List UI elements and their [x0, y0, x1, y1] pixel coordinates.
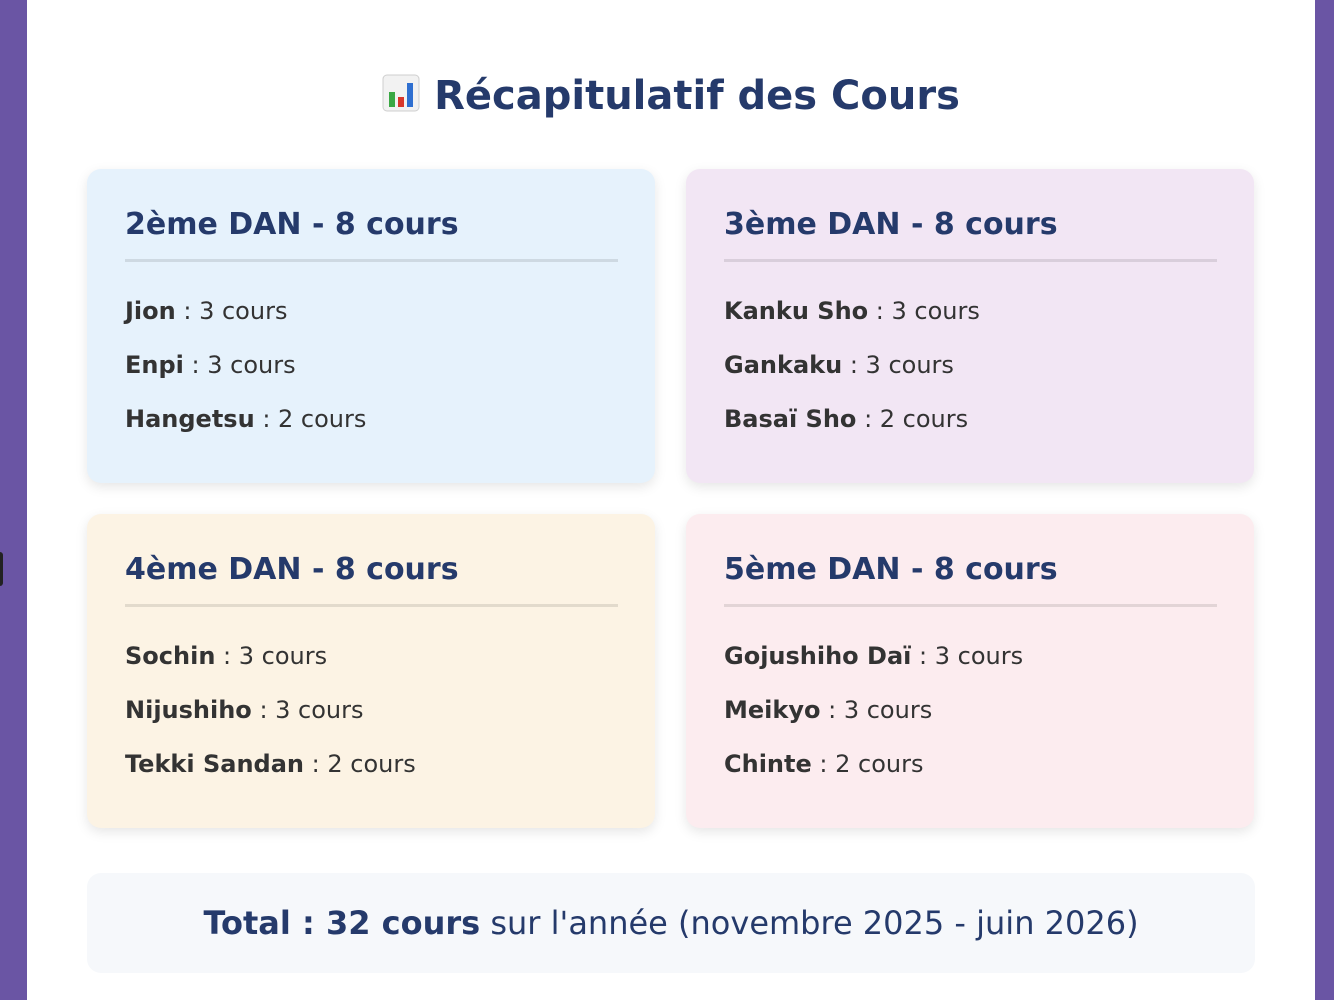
- kata-row: Enpi : 3 cours: [125, 338, 618, 392]
- kata-row: Jion : 3 cours: [125, 284, 618, 338]
- kata-count: : 2 cours: [864, 405, 969, 433]
- kata-count: : 3 cours: [919, 642, 1024, 670]
- page-title-text: Récapitulatif des Cours: [434, 73, 960, 119]
- kata-count: : 3 cours: [183, 297, 288, 325]
- kata-count: : 3 cours: [875, 297, 980, 325]
- kata-row: Meikyo : 3 cours: [724, 683, 1217, 737]
- kata-row: Sochin : 3 cours: [125, 629, 618, 683]
- summary-panel: Récapitulatif des Cours 2ème DAN - 8 cou…: [27, 0, 1315, 1000]
- card-4eme-dan: 4ème DAN - 8 cours Sochin : 3 cours Niju…: [87, 514, 655, 828]
- card-3eme-dan: 3ème DAN - 8 cours Kanku Sho : 3 cours G…: [686, 169, 1254, 483]
- kata-name: Sochin: [125, 642, 216, 670]
- kata-count: : 3 cours: [849, 351, 954, 379]
- kata-count: : 2 cours: [311, 750, 416, 778]
- kata-row: Gankaku : 3 cours: [724, 338, 1217, 392]
- total-period: sur l'année (novembre 2025 - juin 2026): [480, 904, 1139, 942]
- kata-name: Basaï Sho: [724, 405, 857, 433]
- kata-name: Enpi: [125, 351, 184, 379]
- kata-count: : 2 cours: [262, 405, 367, 433]
- card-title: 3ème DAN - 8 cours: [724, 205, 1217, 262]
- kata-name: Nijushiho: [125, 696, 252, 724]
- kata-row: Nijushiho : 3 cours: [125, 683, 618, 737]
- kata-name: Gankaku: [724, 351, 843, 379]
- total-summary: Total : 32 cours sur l'année (novembre 2…: [87, 873, 1255, 973]
- page-title: Récapitulatif des Cours: [27, 70, 1315, 122]
- kata-count: : 3 cours: [828, 696, 933, 724]
- kata-row: Tekki Sandan : 2 cours: [125, 737, 618, 791]
- kata-name: Jion: [125, 297, 176, 325]
- kata-name: Hangetsu: [125, 405, 255, 433]
- kata-row: Gojushiho Daï : 3 cours: [724, 629, 1217, 683]
- kata-name: Chinte: [724, 750, 812, 778]
- kata-name: Tekki Sandan: [125, 750, 304, 778]
- kata-count: : 3 cours: [191, 351, 296, 379]
- card-2eme-dan: 2ème DAN - 8 cours Jion : 3 cours Enpi :…: [87, 169, 655, 483]
- kata-count: : 3 cours: [259, 696, 364, 724]
- kata-row: Hangetsu : 2 cours: [125, 392, 618, 446]
- bar-chart-icon: [382, 74, 420, 112]
- kata-row: Basaï Sho : 2 cours: [724, 392, 1217, 446]
- kata-count: : 3 cours: [223, 642, 328, 670]
- kata-row: Chinte : 2 cours: [724, 737, 1217, 791]
- kata-row: Kanku Sho : 3 cours: [724, 284, 1217, 338]
- card-title: 5ème DAN - 8 cours: [724, 550, 1217, 607]
- kata-count: : 2 cours: [819, 750, 924, 778]
- card-title: 2ème DAN - 8 cours: [125, 205, 618, 262]
- total-label: Total : 32 cours: [203, 904, 481, 942]
- dan-grid: 2ème DAN - 8 cours Jion : 3 cours Enpi :…: [87, 169, 1255, 829]
- side-tab-handle[interactable]: [0, 552, 3, 586]
- card-5eme-dan: 5ème DAN - 8 cours Gojushiho Daï : 3 cou…: [686, 514, 1254, 828]
- kata-name: Kanku Sho: [724, 297, 869, 325]
- kata-name: Gojushiho Daï: [724, 642, 912, 670]
- card-title: 4ème DAN - 8 cours: [125, 550, 618, 607]
- kata-name: Meikyo: [724, 696, 821, 724]
